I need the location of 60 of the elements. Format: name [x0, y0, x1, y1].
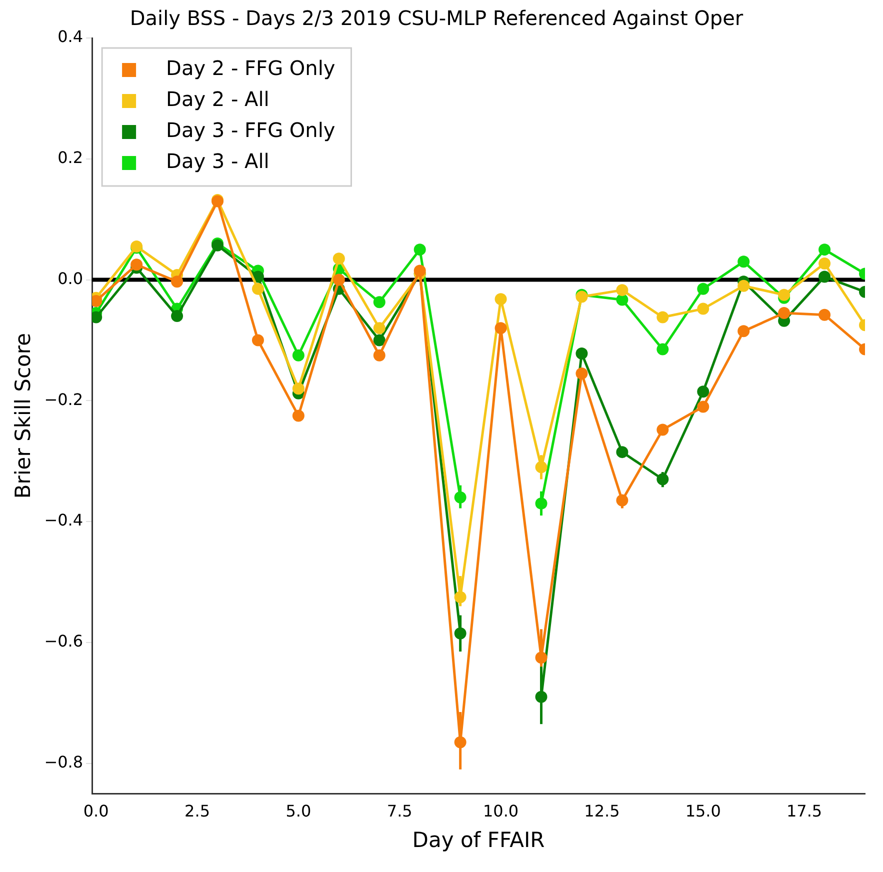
x-tick-label: 5.0 — [286, 801, 312, 820]
x-tick-label: 0.0 — [83, 801, 109, 820]
point — [778, 288, 790, 301]
point — [292, 382, 304, 395]
point — [171, 310, 184, 322]
x-tick-label: 7.5 — [386, 801, 412, 820]
point — [738, 280, 750, 292]
point — [818, 244, 831, 256]
point — [332, 252, 345, 265]
point — [171, 276, 184, 288]
point — [292, 349, 304, 362]
x-axis-title: Day of FFAIR — [412, 828, 545, 852]
legend-label: Day 2 - FFG Only — [166, 56, 336, 80]
point — [576, 348, 588, 360]
chart-title: Daily BSS - Days 2/3 2019 CSU-MLP Referenced Against Oper — [130, 6, 744, 30]
y-axis-title: Brier Skill Score — [11, 333, 36, 499]
y-tick-label: −0.6 — [44, 632, 84, 651]
point — [738, 325, 750, 338]
point — [292, 410, 304, 422]
legend-label: Day 2 - All — [166, 87, 270, 112]
point — [252, 282, 264, 295]
y-tick-label: 0.0 — [58, 268, 84, 288]
point — [697, 302, 710, 315]
point — [373, 334, 386, 346]
point — [130, 258, 143, 271]
point — [332, 274, 345, 286]
y-tick-label: 0.2 — [58, 148, 84, 168]
point — [576, 367, 588, 380]
point — [373, 296, 386, 308]
point — [818, 308, 831, 321]
point — [414, 244, 426, 256]
point — [697, 282, 710, 295]
y-tick-label: −0.2 — [44, 390, 84, 409]
point — [697, 386, 710, 398]
point — [656, 343, 669, 356]
y-tick-label: −0.4 — [44, 510, 84, 530]
point — [697, 400, 710, 413]
point — [373, 349, 386, 362]
point — [656, 424, 669, 436]
point — [252, 334, 264, 346]
x-tick-label: 12.5 — [584, 801, 620, 820]
point — [818, 257, 831, 270]
point — [494, 322, 507, 334]
point — [616, 446, 628, 458]
point — [656, 311, 669, 324]
point — [616, 284, 628, 296]
x-tick-label: 2.5 — [184, 801, 210, 820]
legend-label: Day 3 - FFG Only — [166, 118, 336, 142]
x-tick-label: 15.0 — [685, 801, 721, 820]
point — [494, 293, 507, 306]
y-tick-label: −0.8 — [44, 752, 84, 772]
x-tick-label: 17.5 — [786, 801, 822, 820]
point — [738, 256, 750, 268]
legend-label: Day 3 - All — [166, 149, 270, 174]
point — [414, 264, 426, 277]
y-tick-label: 0.4 — [58, 27, 84, 46]
point — [818, 270, 831, 283]
x-tick-label: 10.0 — [482, 801, 519, 820]
point — [373, 322, 386, 334]
point — [778, 307, 790, 320]
